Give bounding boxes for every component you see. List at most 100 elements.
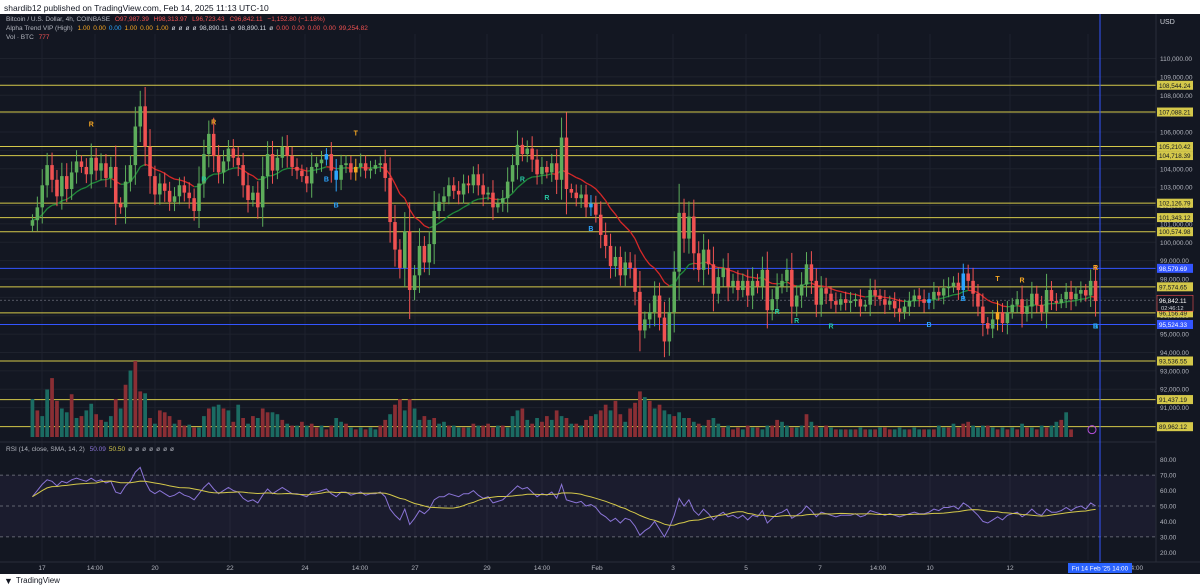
volume-bar <box>770 425 775 437</box>
volume-bar <box>785 425 789 437</box>
trend-segment <box>483 197 489 200</box>
signal-label: R <box>544 195 549 202</box>
candle-body <box>559 137 564 180</box>
candle-body <box>491 192 495 208</box>
volume-bar <box>809 421 814 437</box>
trend-segment <box>252 175 259 181</box>
signal-label: R <box>775 309 780 316</box>
legend-indicator-value: ø <box>171 25 176 32</box>
candle-body <box>667 312 672 342</box>
volume-bar <box>304 425 309 437</box>
candle-body <box>231 148 236 158</box>
candle-body <box>1030 293 1034 307</box>
signal-label: B <box>588 226 593 233</box>
volume-bar <box>696 423 701 437</box>
candle-body <box>819 288 823 305</box>
candle-body <box>1025 306 1029 314</box>
time-axis[interactable]: 17 14:00 20 22 24 14:00 27 29 14:00 Feb 3 5 7 14:00 10… <box>0 561 1200 572</box>
volume-bar <box>486 423 490 437</box>
volume-bar <box>1030 427 1034 437</box>
volume-bar <box>907 429 912 437</box>
candle-body <box>471 174 476 186</box>
time-tick-label: 22 <box>226 565 234 572</box>
trend-segment <box>580 179 587 184</box>
candle-body <box>300 170 304 177</box>
trend-segment <box>629 231 636 240</box>
volume-bar <box>549 419 554 437</box>
candle-body <box>907 301 912 307</box>
trend-segment <box>595 188 602 195</box>
volume-bar <box>618 414 623 437</box>
candle-body <box>187 192 191 199</box>
legend-main: Bitcoin / U.S. Dollar, 4h, COINBASE O97,… <box>6 16 328 24</box>
candle-body <box>618 256 623 276</box>
crosshair: Fri 14 Feb '25 14:00 <box>1068 14 1132 573</box>
candle-body <box>794 295 799 307</box>
candle-body <box>358 163 363 167</box>
price-tick-label: 103,000.00 <box>1160 185 1193 192</box>
price-tick-label: 93,000.00 <box>1160 368 1189 375</box>
price-level-tag <box>1157 319 1193 329</box>
candle-body <box>912 295 917 302</box>
candle-body <box>721 267 725 278</box>
signal-label: R <box>520 177 525 184</box>
volume-bar <box>251 416 255 437</box>
candle-body <box>265 154 270 177</box>
legend-indicator-value: 99,254.82 <box>338 25 368 32</box>
legend-rsi-value: 50.09 <box>89 446 106 453</box>
legend-rsi-value: ø <box>170 446 175 453</box>
volume-bar <box>128 370 133 437</box>
trend-segment <box>992 301 998 305</box>
legend-volume-value: 777 <box>38 34 50 41</box>
volume-bar <box>804 414 809 437</box>
price-level-value: 105,210.42 <box>1159 144 1191 151</box>
volume-bar <box>789 427 794 437</box>
trend-segment <box>977 292 984 297</box>
candle-body <box>741 280 745 291</box>
candle-body <box>452 185 456 191</box>
candle-body <box>123 181 128 208</box>
signal-label: B <box>926 322 931 329</box>
candle-body <box>437 201 441 212</box>
volume-bar <box>1049 425 1054 437</box>
volume-bar <box>843 429 848 437</box>
candle-body <box>863 304 868 307</box>
trend-segment <box>95 179 102 183</box>
trend-segment <box>228 167 234 171</box>
candle-body <box>55 179 59 197</box>
volume-bar <box>515 410 520 437</box>
volume-bar <box>104 421 108 437</box>
time-tick-label: 29 <box>483 565 491 572</box>
candle-body <box>466 183 471 186</box>
price-axis[interactable]: USD110,000.00109,000.00108,000.00107,000… <box>1155 14 1200 574</box>
signal-label: R <box>1093 324 1098 331</box>
volume-bar <box>691 421 696 437</box>
volume-bar <box>324 429 329 437</box>
trend-segment <box>840 290 846 294</box>
volume-bar <box>574 423 579 437</box>
trend-segment <box>752 276 758 280</box>
trend-segment <box>1056 302 1062 305</box>
trend-segment <box>71 191 77 197</box>
volume-bar <box>530 423 535 437</box>
rsi-line <box>32 466 1096 538</box>
volume-bar <box>721 427 726 437</box>
candle-body <box>981 306 985 324</box>
volume-bar <box>510 416 515 437</box>
candle-body <box>260 176 265 208</box>
trend-segment <box>982 295 989 301</box>
legend-indicator-value: ø <box>185 25 190 32</box>
volume-bar <box>167 416 172 437</box>
trend-segment <box>394 183 401 195</box>
candle-body <box>941 288 946 296</box>
candle-body <box>540 166 544 175</box>
volume-bar <box>593 414 598 437</box>
legend-indicator-value: 1.00 <box>77 25 91 32</box>
candle-body <box>427 244 432 263</box>
candle-body <box>290 155 294 167</box>
price-axis-bg <box>1156 14 1200 574</box>
volume-bar <box>1025 427 1029 437</box>
candle-body <box>334 170 338 180</box>
